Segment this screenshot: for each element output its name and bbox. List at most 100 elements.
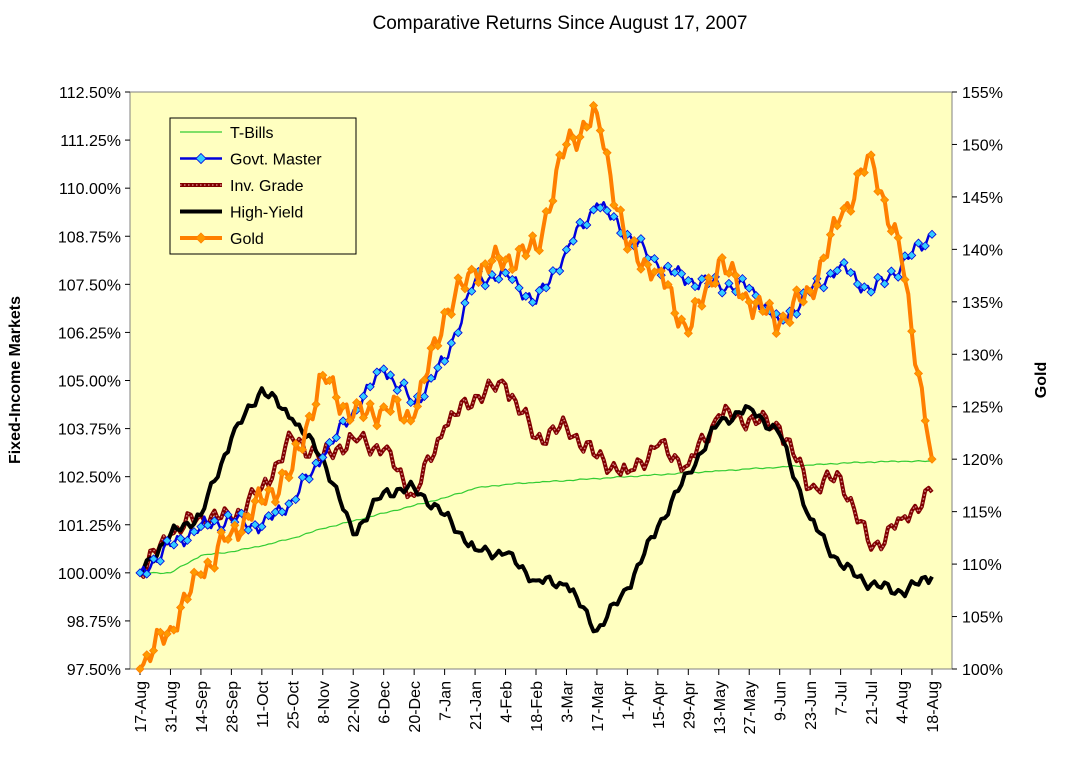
x-tick-label: 25-Oct — [285, 680, 302, 729]
series-high-yield — [138, 386, 934, 634]
data-point — [704, 273, 714, 283]
data-point — [264, 511, 274, 521]
data-point — [196, 570, 206, 580]
data-point — [744, 297, 754, 307]
right-tick-label: 150% — [962, 137, 1003, 154]
data-point — [514, 283, 524, 293]
left-tick-label: 112.50% — [59, 85, 121, 102]
data-point — [548, 266, 558, 276]
data-point — [507, 265, 517, 275]
data-point — [460, 284, 470, 294]
right-tick-label: 155% — [962, 85, 1003, 102]
data-point — [203, 557, 213, 567]
data-point — [690, 296, 700, 306]
data-point — [467, 264, 477, 274]
data-point — [365, 399, 375, 409]
data-point — [521, 291, 531, 301]
data-point — [602, 206, 612, 216]
data-point — [866, 150, 876, 160]
x-tick-label: 17-Mar — [590, 680, 607, 731]
data-point — [616, 205, 626, 215]
legend-item: T-Bills — [180, 125, 274, 142]
data-point — [622, 244, 632, 254]
data-point — [148, 646, 159, 656]
data-point — [324, 437, 335, 448]
x-tick-label: 8-Nov — [316, 681, 333, 724]
data-point — [155, 556, 165, 566]
data-point — [697, 301, 707, 311]
chart-title: Comparative Returns Since August 17, 200… — [373, 13, 748, 34]
left-tick-label: 100.00% — [58, 566, 121, 583]
data-point — [663, 279, 673, 290]
x-tick-label: 22-Nov — [346, 681, 363, 733]
data-point — [257, 522, 267, 532]
data-point — [162, 629, 172, 639]
data-point — [365, 382, 375, 392]
legend: T-Bills Govt. Master Inv. Grade High-Yield G… — [169, 117, 357, 255]
data-point — [595, 125, 605, 136]
right-tick-label: 115% — [962, 505, 1002, 522]
data-point — [920, 241, 930, 251]
data-point — [846, 206, 856, 216]
data-point — [270, 497, 280, 507]
data-point — [176, 533, 186, 543]
x-tick-label: 21-Jul — [864, 681, 881, 725]
data-point — [880, 195, 890, 205]
x-tick-label: 29-Apr — [681, 680, 698, 729]
x-tick-label: 13-May — [712, 681, 729, 734]
x-tick-label: 23-Jun — [803, 681, 820, 730]
x-tick-label: 1-Apr — [620, 680, 637, 720]
data-point — [568, 236, 578, 246]
legend-marker — [195, 152, 207, 165]
left-tick-label: 97.50% — [67, 662, 121, 679]
data-point — [338, 401, 348, 411]
right-tick-label: 145% — [962, 190, 1003, 207]
legend-label: High-Yield — [230, 205, 303, 222]
data-point — [250, 496, 260, 506]
data-point — [764, 298, 775, 308]
x-tick-label: 14-Sep — [194, 681, 211, 733]
left-tick-label: 108.75% — [58, 229, 121, 246]
x-tick-label: 21-Jan — [468, 681, 485, 730]
data-point — [284, 499, 294, 509]
x-tick-label: 28-Sep — [224, 681, 241, 733]
data-point — [710, 279, 720, 289]
data-point — [873, 186, 883, 196]
data-point — [751, 298, 761, 308]
data-point — [331, 392, 341, 402]
data-point — [839, 258, 849, 268]
data-point — [846, 267, 856, 278]
x-tick-label: 11-Oct — [255, 680, 272, 727]
data-point — [230, 520, 240, 530]
data-point — [873, 272, 883, 282]
data-point — [446, 338, 456, 348]
data-point — [859, 282, 869, 292]
data-point — [825, 230, 836, 240]
y-axis-label: Fixed-Income Markets — [7, 296, 24, 464]
data-point — [176, 602, 186, 613]
left-tick-label: 111.25% — [60, 133, 121, 150]
x-tick-label: 15-Apr — [651, 680, 668, 729]
data-point — [744, 283, 754, 293]
data-point — [480, 281, 490, 291]
data-point — [433, 363, 443, 373]
data-point — [338, 416, 348, 426]
data-point — [331, 433, 341, 443]
data-point — [446, 309, 456, 319]
x-tick-label: 6-Dec — [377, 681, 394, 724]
data-point — [609, 200, 619, 210]
data-point — [588, 205, 599, 215]
data-point — [243, 511, 253, 522]
data-point — [649, 254, 660, 264]
legend-label: Gold — [230, 231, 264, 248]
data-point — [588, 100, 599, 111]
data-point — [189, 567, 199, 577]
data-point — [155, 627, 165, 637]
data-point — [385, 407, 396, 417]
data-point — [169, 540, 179, 550]
data-point — [392, 385, 402, 395]
data-point — [216, 527, 226, 537]
data-point — [541, 206, 551, 216]
y2-axis-label: Gold — [1033, 362, 1050, 398]
right-tick-label: 105% — [962, 610, 1003, 627]
